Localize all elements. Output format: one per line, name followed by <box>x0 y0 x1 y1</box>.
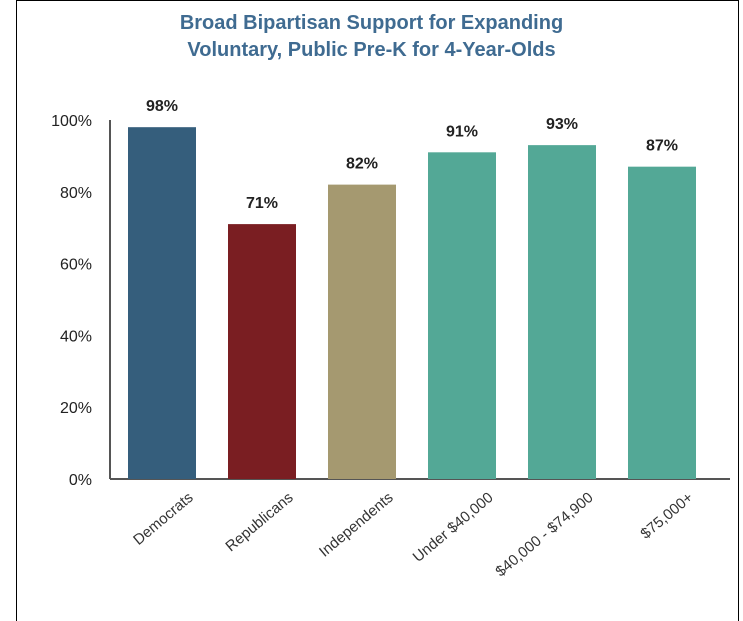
bar <box>528 145 596 479</box>
chart-bars <box>128 127 696 480</box>
category-label: $75,000+ <box>637 489 696 543</box>
chart-title: Broad Bipartisan Support for Expanding V… <box>0 10 743 64</box>
chart-title-line-1: Broad Bipartisan Support for Expanding <box>179 12 564 34</box>
chart-frame <box>16 0 739 621</box>
y-tick-label: 0% <box>69 472 92 489</box>
category-label: Democrats <box>130 489 196 549</box>
bar <box>128 127 196 480</box>
chart-title-line-2: Voluntary, Public Pre-K for 4-Year-Olds <box>187 39 556 61</box>
bar <box>228 224 296 479</box>
bar-value-label: 93% <box>546 116 578 133</box>
bar <box>628 166 696 480</box>
category-label: Under $40,000 <box>410 489 497 566</box>
category-label: Independents <box>316 489 397 560</box>
bar-value-label: 98% <box>146 98 178 115</box>
chart-labels: 98% Democrats 71% Republicans 82% Independent… <box>130 98 697 580</box>
y-tick-label: 80% <box>60 185 92 202</box>
y-tick-label: 60% <box>60 257 92 274</box>
category-label: Republicans <box>222 489 296 555</box>
bar-value-label: 87% <box>646 138 678 155</box>
bar-value-label: 91% <box>446 123 478 140</box>
y-tick-label: 100% <box>51 113 92 130</box>
chart-axes: 0% 20% 40% 60% 80% 100% <box>51 113 730 489</box>
bar-value-label: 71% <box>246 195 278 212</box>
y-tick-label: 40% <box>60 328 92 345</box>
y-tick-label: 20% <box>60 400 92 417</box>
bar <box>328 184 396 479</box>
category-label: $40,000 - $74,900 <box>492 489 596 580</box>
bar-value-label: 82% <box>346 156 378 173</box>
bar <box>428 152 496 479</box>
